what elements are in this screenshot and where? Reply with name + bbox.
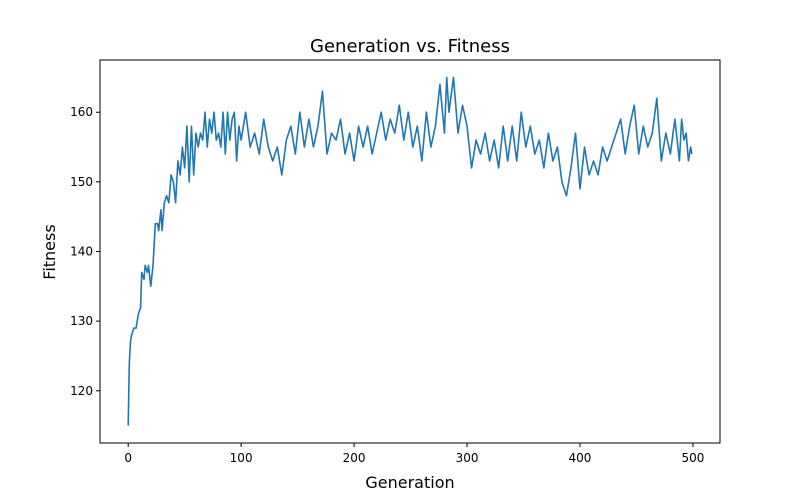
y-axis-label: Fitness xyxy=(40,224,59,279)
x-tick-label: 200 xyxy=(343,451,366,465)
y-tick-label: 140 xyxy=(70,245,93,259)
y-tick-label: 160 xyxy=(70,105,93,119)
plot-frame xyxy=(99,59,721,444)
y-tick-label: 150 xyxy=(70,175,93,189)
x-tick-label: 0 xyxy=(124,451,132,465)
chart-title: Generation vs. Fitness xyxy=(310,36,510,57)
x-tick-label: 400 xyxy=(569,451,592,465)
x-tick-label: 300 xyxy=(456,451,479,465)
x-tick-label: 100 xyxy=(230,451,253,465)
y-tick-label: 130 xyxy=(70,314,93,328)
y-tick-label: 120 xyxy=(70,384,93,398)
x-axis-label: Generation xyxy=(365,473,454,492)
data-line xyxy=(127,76,693,426)
x-tick-label: 500 xyxy=(681,451,704,465)
